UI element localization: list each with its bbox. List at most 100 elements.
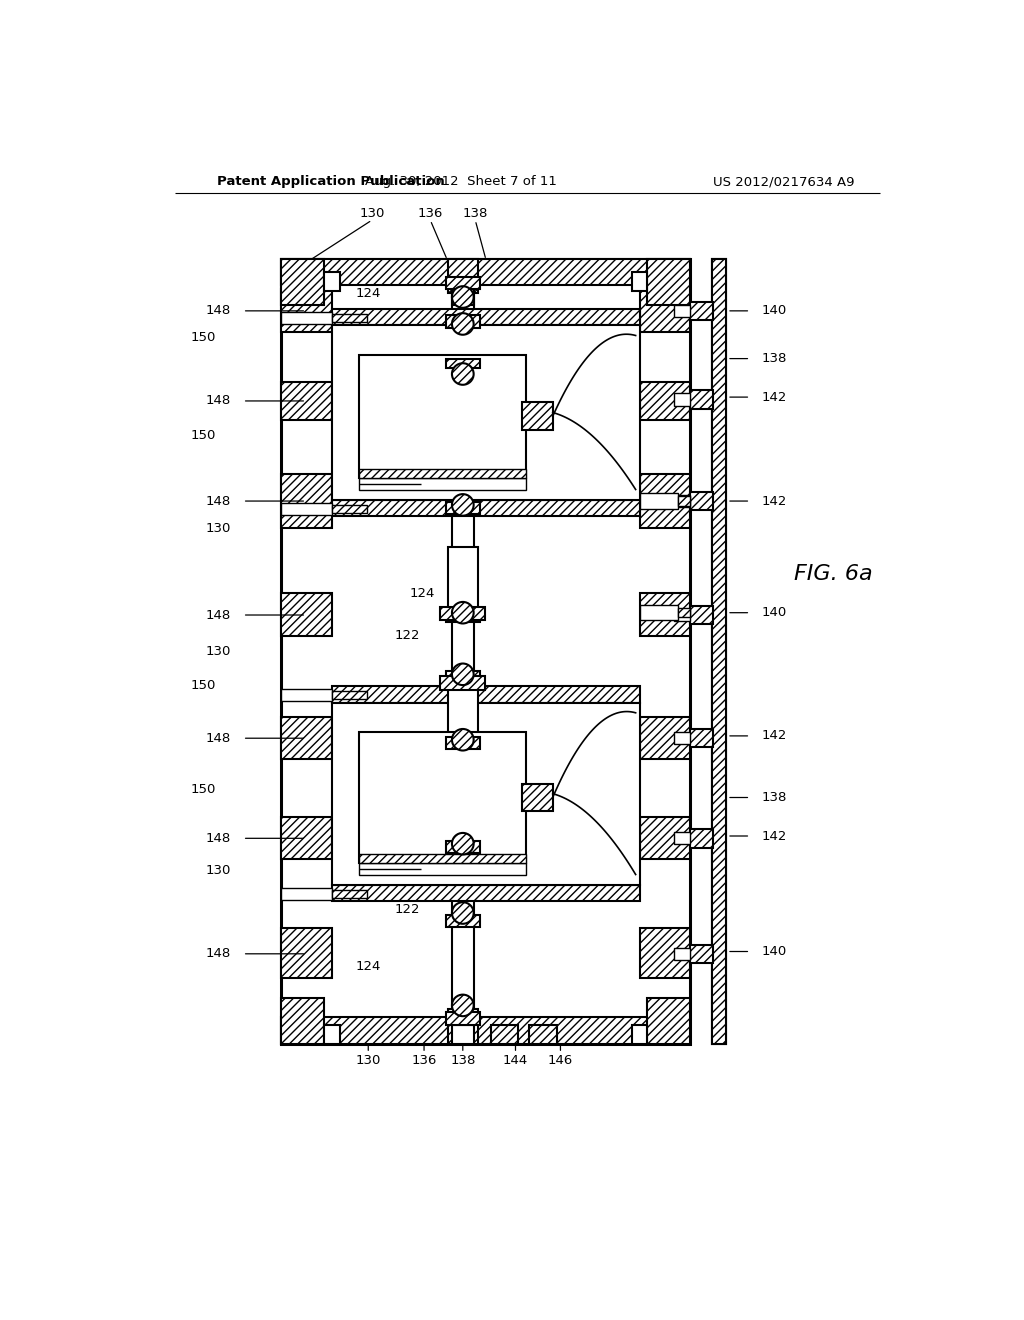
Bar bbox=[690, 829, 713, 847]
Bar bbox=[282, 689, 332, 701]
Text: 128: 128 bbox=[409, 748, 433, 762]
Bar bbox=[690, 492, 713, 511]
Bar bbox=[675, 495, 690, 507]
Bar bbox=[359, 854, 525, 863]
Bar bbox=[282, 887, 332, 900]
Bar bbox=[332, 692, 367, 700]
Bar bbox=[449, 1010, 477, 1044]
Bar bbox=[445, 1012, 480, 1024]
Bar bbox=[445, 315, 480, 327]
Bar bbox=[640, 474, 690, 528]
Bar bbox=[712, 259, 726, 1044]
Bar bbox=[282, 259, 324, 305]
Bar bbox=[640, 717, 690, 759]
Bar bbox=[647, 259, 690, 305]
Text: 136: 136 bbox=[434, 477, 460, 490]
Text: 122: 122 bbox=[394, 903, 420, 916]
Text: 124: 124 bbox=[355, 491, 381, 504]
Text: 148: 148 bbox=[206, 305, 231, 317]
Circle shape bbox=[452, 602, 474, 623]
Bar bbox=[359, 478, 525, 490]
Circle shape bbox=[452, 995, 474, 1016]
Bar bbox=[282, 1016, 690, 1044]
Bar bbox=[445, 502, 480, 515]
Text: 124: 124 bbox=[355, 286, 381, 300]
Bar bbox=[690, 945, 713, 964]
Bar bbox=[445, 610, 480, 622]
Bar bbox=[690, 302, 713, 321]
Text: 150: 150 bbox=[190, 680, 216, 693]
Bar bbox=[282, 259, 690, 1044]
Bar bbox=[675, 609, 690, 622]
Bar bbox=[690, 606, 713, 624]
Bar bbox=[640, 494, 678, 508]
Bar bbox=[332, 499, 640, 516]
Bar bbox=[359, 355, 525, 478]
Text: 122: 122 bbox=[394, 630, 420, 643]
Text: 142: 142 bbox=[761, 391, 786, 404]
Bar bbox=[449, 548, 477, 609]
Text: 148: 148 bbox=[206, 609, 231, 622]
Text: 130: 130 bbox=[206, 521, 231, 535]
Text: 136: 136 bbox=[412, 1055, 437, 1068]
Text: 130: 130 bbox=[206, 644, 231, 657]
Bar bbox=[282, 594, 332, 636]
Bar bbox=[640, 381, 690, 420]
Bar bbox=[640, 928, 690, 978]
Text: 148: 148 bbox=[206, 495, 231, 508]
Text: FIG. 6a: FIG. 6a bbox=[795, 564, 873, 585]
Text: 150: 150 bbox=[190, 429, 216, 442]
Bar bbox=[282, 259, 690, 285]
Bar bbox=[324, 272, 340, 290]
Bar bbox=[332, 309, 640, 326]
Text: 124: 124 bbox=[425, 317, 451, 330]
Bar bbox=[282, 381, 332, 420]
Circle shape bbox=[452, 286, 474, 308]
Bar bbox=[690, 729, 713, 747]
Bar bbox=[647, 998, 690, 1044]
Bar bbox=[678, 609, 690, 618]
Text: Patent Application Publication: Patent Application Publication bbox=[217, 176, 444, 187]
Bar bbox=[282, 928, 332, 978]
Text: 130: 130 bbox=[355, 1055, 381, 1068]
Text: 124: 124 bbox=[355, 814, 381, 828]
Text: 130: 130 bbox=[359, 207, 385, 220]
Bar bbox=[332, 506, 367, 512]
Text: 138: 138 bbox=[761, 352, 786, 366]
Text: 148: 148 bbox=[206, 832, 231, 845]
Bar bbox=[640, 289, 690, 331]
Text: 120: 120 bbox=[355, 865, 381, 878]
Bar bbox=[445, 841, 480, 853]
Bar bbox=[521, 784, 553, 812]
Text: 150: 150 bbox=[190, 783, 216, 796]
Bar bbox=[359, 863, 525, 875]
Bar bbox=[359, 733, 525, 863]
Bar bbox=[282, 474, 332, 528]
Text: 140: 140 bbox=[761, 305, 786, 317]
Bar bbox=[452, 1024, 474, 1044]
Circle shape bbox=[452, 363, 474, 385]
Bar bbox=[490, 1024, 518, 1044]
Text: 140: 140 bbox=[761, 945, 786, 958]
Text: 138: 138 bbox=[463, 207, 487, 220]
Text: 144: 144 bbox=[503, 1055, 528, 1068]
Text: 138: 138 bbox=[761, 791, 786, 804]
Bar bbox=[675, 832, 690, 845]
Bar bbox=[282, 817, 332, 859]
Circle shape bbox=[452, 833, 474, 854]
Bar bbox=[529, 1024, 557, 1044]
Bar bbox=[282, 289, 332, 331]
Bar bbox=[359, 469, 525, 478]
Bar bbox=[440, 607, 485, 620]
Bar bbox=[324, 1024, 340, 1044]
Circle shape bbox=[452, 664, 474, 685]
Text: 150: 150 bbox=[190, 330, 216, 343]
Bar bbox=[632, 1024, 647, 1044]
Text: Aug. 30, 2012  Sheet 7 of 11: Aug. 30, 2012 Sheet 7 of 11 bbox=[366, 176, 557, 187]
Bar bbox=[440, 676, 485, 689]
Text: 124: 124 bbox=[410, 587, 435, 601]
Bar bbox=[282, 503, 332, 515]
Text: 128: 128 bbox=[409, 356, 433, 370]
Text: US 2012/0217634 A9: US 2012/0217634 A9 bbox=[713, 176, 855, 187]
Bar bbox=[712, 259, 726, 1044]
